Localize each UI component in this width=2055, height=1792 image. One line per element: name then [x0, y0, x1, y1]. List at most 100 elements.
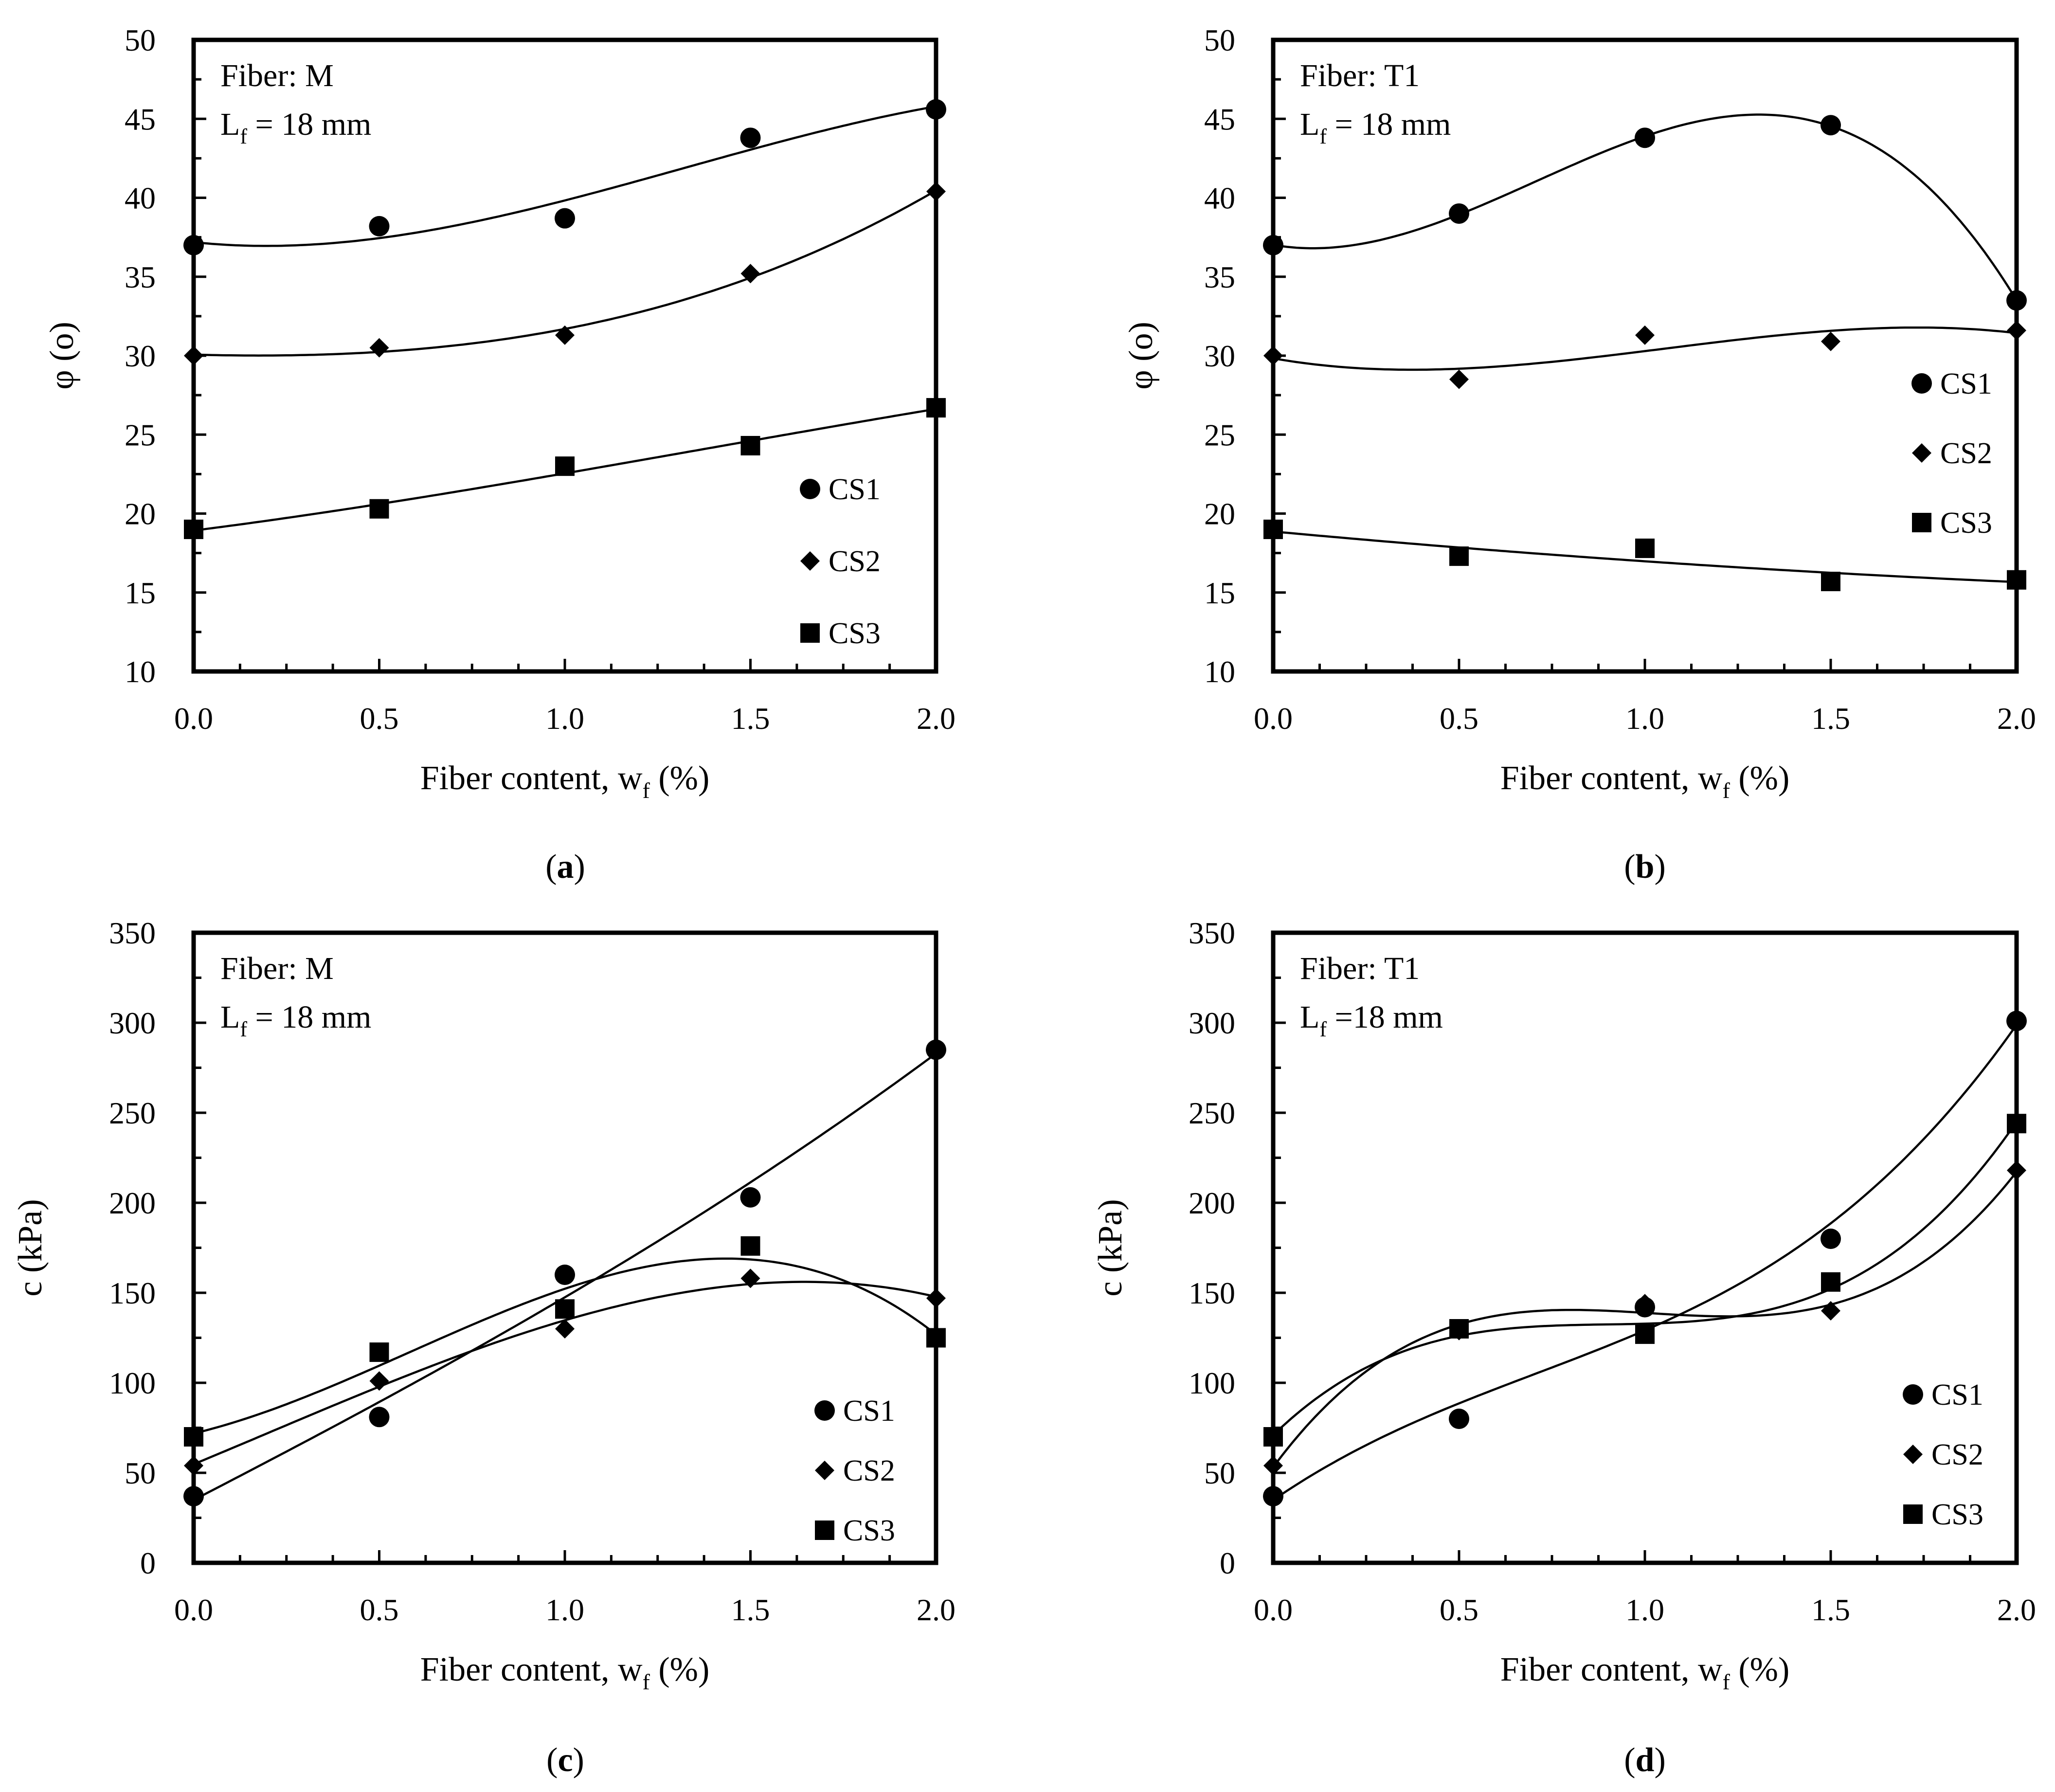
panel-caption-open: ( — [1624, 1741, 1635, 1779]
data-point-cs1 — [369, 1407, 390, 1428]
data-point-cs2 — [184, 1456, 203, 1476]
data-point-cs1 — [926, 99, 946, 120]
fiber-length-annotation: Lf = 18 mm — [220, 999, 371, 1041]
y-tick-label: 50 — [125, 23, 156, 57]
trend-line-cs2 — [1272, 1171, 2018, 1468]
fiber-length-value: = 18 mm — [247, 999, 371, 1035]
x-tick-label: 0.5 — [360, 1593, 399, 1627]
y-tick-label: 0 — [140, 1546, 156, 1580]
x-axis-label: Fiber content, wf (%) — [420, 760, 710, 803]
x-axis-label-subscript: f — [643, 778, 650, 803]
chart-panel-a: 10 15 20 25 30 35 40 45 50 0.0 0.5 1.0 1.5 2.0 Fiber c… — [43, 23, 955, 886]
fiber-length-value: = 18 mm — [1327, 107, 1451, 142]
y-tick-label: 15 — [125, 576, 156, 610]
data-point-cs3 — [926, 398, 946, 418]
y-tick-label: 100 — [1189, 1366, 1235, 1400]
y-tick-label: 45 — [125, 102, 156, 136]
panel-caption-close: ) — [1654, 848, 1665, 886]
x-tick-label: 2.0 — [1997, 1593, 2036, 1627]
chart-panel-b: 10 15 20 25 30 35 40 45 50 0.0 0.5 1.0 1.5 2.0 Fiber c… — [1122, 23, 2036, 886]
legend-label-cs1: CS1 — [829, 473, 881, 506]
y-tick-label: 10 — [1204, 654, 1235, 689]
trend-line-cs3 — [1273, 530, 2017, 583]
y-tick-label: 25 — [125, 417, 156, 452]
legend-marker-cs3 — [815, 1520, 834, 1540]
data-point-cs2 — [926, 1288, 946, 1308]
y-tick-label: 350 — [1189, 916, 1235, 950]
fiber-length-value: = 18 mm — [247, 107, 371, 142]
fiber-length-symbol: L — [1300, 107, 1319, 142]
x-tick-label: 1.0 — [545, 701, 584, 736]
x-tick-label: 2.0 — [1997, 701, 2036, 736]
x-tick-label: 2.0 — [917, 1593, 955, 1627]
data-point-cs3 — [1635, 1324, 1655, 1344]
data-point-cs2 — [369, 338, 389, 358]
legend-marker-cs2 — [1912, 443, 1931, 463]
x-axis-label-main: Fiber content, w — [1500, 760, 1723, 797]
legend: CS1 CS2 CS3 — [814, 1394, 895, 1547]
data-point-cs1 — [1821, 1229, 1841, 1249]
panel-caption-open: ( — [1624, 848, 1635, 886]
panel-caption-open: ( — [545, 848, 557, 886]
legend-label-cs1: CS1 — [1940, 367, 1992, 400]
legend-marker-cs1 — [814, 1400, 835, 1421]
data-point-cs3 — [740, 1236, 760, 1256]
fiber-length-subscript: f — [240, 1017, 247, 1041]
data-point-cs3 — [1449, 1319, 1469, 1339]
x-axis-label: Fiber content, wf (%) — [1500, 760, 1790, 803]
data-point-cs1 — [2006, 1011, 2027, 1032]
data-point-cs2 — [1635, 1294, 1655, 1314]
data-point-cs3 — [555, 1299, 575, 1319]
data-point-cs1 — [1821, 115, 1841, 136]
y-tick-label: 35 — [1204, 260, 1235, 294]
x-tick-label: 0.5 — [1440, 701, 1478, 736]
legend-label-cs1: CS1 — [843, 1394, 895, 1428]
y-tick-label: 150 — [1189, 1276, 1235, 1310]
fiber-length-annotation: Lf = 18 mm — [220, 107, 371, 148]
y-axis-label: φ (o) — [43, 322, 81, 390]
legend-label-cs2: CS2 — [829, 545, 881, 578]
x-axis-label-unit: (%) — [1730, 760, 1789, 797]
plot-frame — [1271, 930, 2019, 1565]
panel-caption-close: ) — [573, 1741, 584, 1779]
panel-caption-open: ( — [546, 1741, 558, 1779]
y-tick-label: 20 — [125, 497, 156, 531]
data-point-cs3 — [926, 1328, 946, 1348]
data-point-cs3 — [369, 1342, 389, 1362]
y-tick-label: 15 — [1204, 576, 1235, 610]
data-point-cs1 — [369, 216, 390, 236]
data-point-cs3 — [1821, 1272, 1840, 1292]
panel-caption-close: ) — [1654, 1741, 1665, 1779]
panel-caption-letter: b — [1636, 848, 1655, 886]
x-tick-label: 1.5 — [731, 1593, 770, 1627]
fiber-length-symbol: L — [220, 999, 240, 1035]
legend-marker-cs1 — [1903, 1384, 1923, 1405]
x-axis-label-subscript: f — [1723, 1669, 1731, 1694]
x-axis-label-unit: (%) — [650, 760, 709, 797]
legend-label-cs3: CS3 — [1931, 1498, 1983, 1531]
y-tick-label: 20 — [1204, 497, 1235, 531]
trend-line-cs1 — [193, 1052, 937, 1501]
data-point-cs1 — [1449, 203, 1469, 224]
y-axis-label: c (kPa) — [1092, 1199, 1129, 1296]
data-point-cs1 — [183, 235, 204, 255]
data-point-cs2 — [1263, 346, 1283, 365]
data-point-cs3 — [555, 456, 575, 476]
data-point-cs1 — [555, 1265, 575, 1285]
trend-line-cs3 — [1272, 1121, 2018, 1436]
fiber-annotation: Fiber: T1 — [1300, 951, 1420, 986]
data-point-cs2 — [2007, 1160, 2026, 1180]
data-point-cs3 — [2007, 1114, 2026, 1134]
panel-caption-close: ) — [574, 848, 585, 886]
chart-panel-c: 0 50 100 150 200 250 300 350 0.0 0.5 1.0 1.5 2.0 Fibe… — [12, 916, 955, 1779]
data-point-cs1 — [1635, 127, 1655, 148]
panel-caption: (a) — [545, 848, 585, 886]
data-point-cs2 — [369, 1371, 389, 1391]
data-point-cs1 — [740, 1187, 761, 1208]
y-tick-label: 50 — [1204, 23, 1235, 57]
data-point-cs1 — [1263, 1486, 1283, 1507]
data-point-cs1 — [740, 127, 761, 148]
chart-panel-d: 0 50 100 150 200 250 300 350 0.0 0.5 1.0 1.5 2.0 Fibe… — [1092, 916, 2036, 1779]
y-tick-label: 200 — [109, 1186, 156, 1220]
x-tick-label: 1.0 — [545, 1593, 584, 1627]
